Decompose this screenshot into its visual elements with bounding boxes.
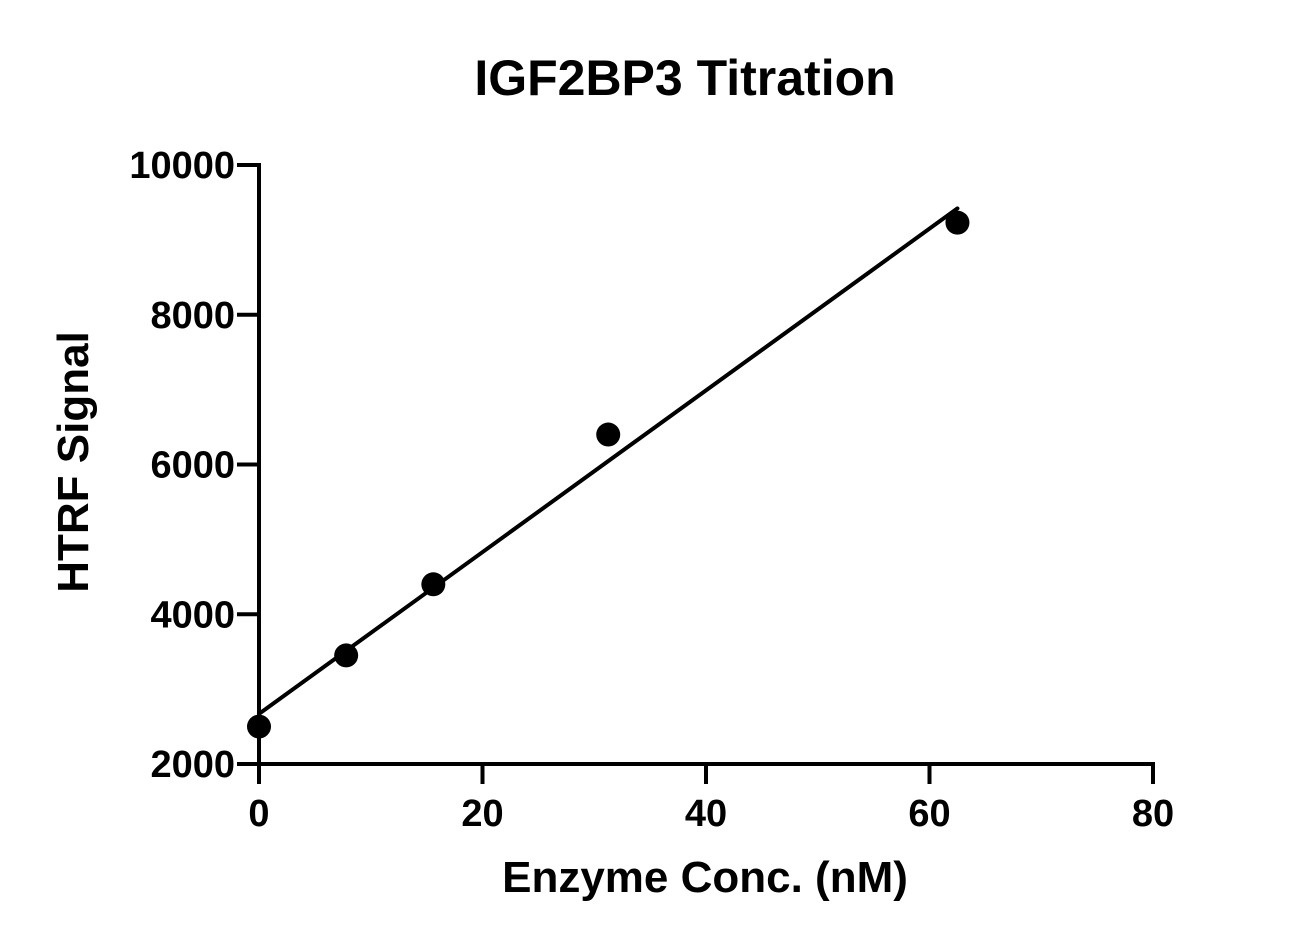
data-points (247, 210, 970, 739)
x-axis-label: Enzyme Conc. (nM) (502, 853, 908, 902)
fit-line (257, 206, 960, 716)
data-point (247, 714, 271, 739)
x-tick-label: 60 (908, 793, 950, 835)
chart-title: IGF2BP3 Titration (474, 50, 895, 106)
x-tick-label: 20 (461, 793, 503, 835)
ticks: 0 20 40 60 80 2000 4000 6000 8000 10000 (129, 145, 1174, 835)
data-point (421, 572, 446, 597)
data-point (945, 210, 970, 235)
data-point (334, 643, 359, 668)
y-tick-label: 10000 (129, 145, 235, 187)
data-point (596, 422, 621, 447)
y-tick-label: 6000 (150, 445, 235, 487)
axes (257, 163, 1155, 766)
y-axis-label: HTRF Signal (49, 331, 98, 593)
y-tick-label: 4000 (150, 594, 235, 636)
x-tick-label: 40 (685, 793, 727, 835)
fit-line-layer (257, 206, 960, 716)
y-tick-label: 8000 (150, 295, 235, 337)
x-tick-label: 0 (248, 793, 269, 835)
y-tick-label: 2000 (150, 744, 235, 786)
x-tick-label: 80 (1132, 793, 1174, 835)
